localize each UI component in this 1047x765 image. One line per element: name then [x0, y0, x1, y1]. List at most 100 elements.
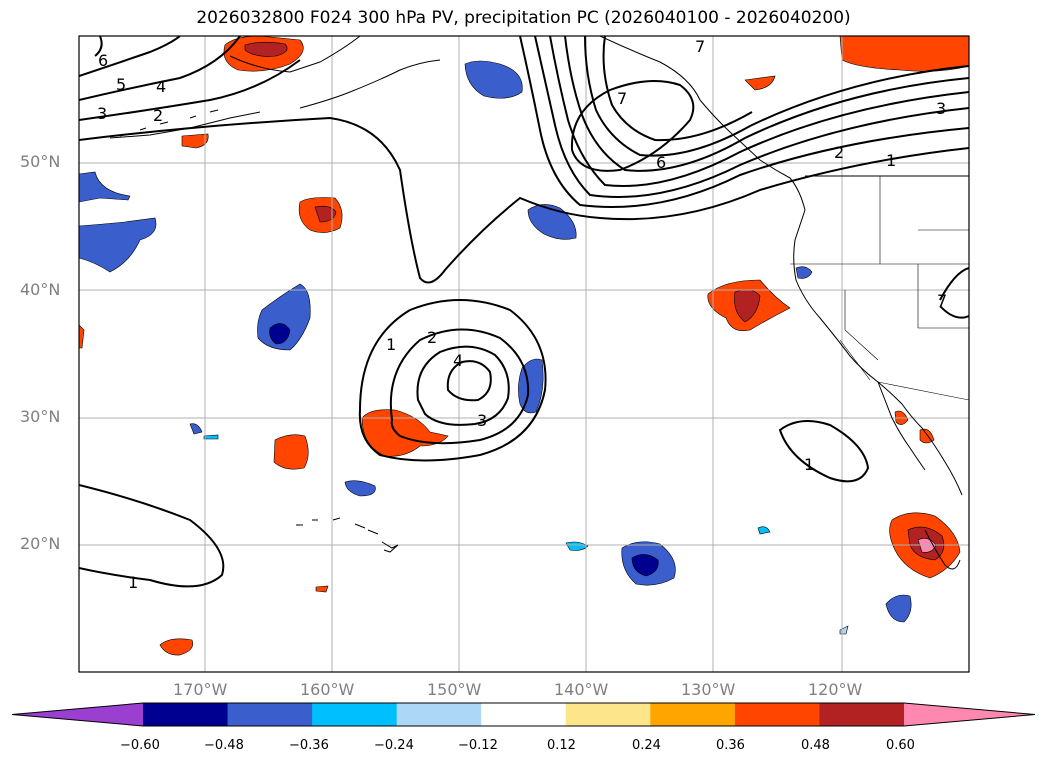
pv-contour: [79, 116, 969, 284]
pv-contour-se: [778, 420, 870, 483]
hawaii-islands: [296, 517, 399, 553]
precip-negative-area: [885, 594, 912, 623]
precip-negative-core: [269, 323, 291, 345]
precip-negative-area: [189, 423, 203, 435]
pv-contour: [519, 36, 969, 208]
lat-label: 30°N: [20, 407, 61, 426]
precip-positive-area: [315, 585, 329, 593]
contour-label: 2: [834, 143, 844, 162]
contour-label: 4: [453, 351, 463, 370]
precip-positive-area: [79, 324, 85, 349]
baja-coastline: [877, 381, 926, 471]
pv-contour-low-4: [446, 360, 492, 402]
lon-label: 120°W: [808, 680, 863, 699]
pv-contour-ridge: [570, 80, 695, 172]
precip-negative-core: [631, 554, 659, 577]
colorbar-tick-label: −0.24: [374, 738, 414, 753]
precip-negative-area: [203, 434, 219, 440]
colorbar: [11, 702, 1036, 727]
contour-label: 5: [116, 75, 126, 94]
map-panel: 6 5 4 3 2 7 7 6 3 2 1 7 1 2 4 3 1 1: [79, 36, 969, 672]
contour-label: 2: [427, 328, 437, 347]
colorbar-segment: [312, 703, 398, 726]
precip-positive-area: [159, 638, 194, 656]
colorbar-outline: [11, 702, 1036, 727]
pv-contour: [79, 36, 241, 101]
colorbar-tick-label: −0.48: [204, 738, 244, 753]
pv-contour: [564, 36, 969, 172]
pv-contour-sw: [79, 484, 225, 588]
pv-contour-low-1: [358, 299, 547, 462]
pv-contour-low-3: [416, 345, 510, 426]
precip-negative-area: [464, 60, 523, 99]
contour-label: 3: [97, 104, 107, 123]
contour-label: 4: [156, 77, 166, 96]
precipitation-anomaly-fields: [79, 36, 969, 656]
lon-label: 130°W: [681, 680, 736, 699]
colorbar-segment: [565, 703, 651, 726]
colorbar-extend-high: [904, 703, 1035, 726]
pv-contour-low-2: [389, 328, 530, 445]
coastlines: [109, 36, 969, 570]
us-west-coastline: [793, 209, 963, 496]
colorbar-segment: [650, 703, 736, 726]
colorbar-tick-label: −0.60: [120, 738, 160, 753]
colorbar-tick-label: 0.24: [632, 738, 661, 753]
contour-label: 1: [804, 455, 814, 474]
pv-contour: [94, 36, 103, 57]
colorbar-tick-label: −0.12: [458, 738, 498, 753]
pv-contour: [549, 36, 969, 188]
pv-contour: [79, 36, 181, 77]
colorbar-extend-low: [12, 703, 143, 726]
colorbar-tick-label: 0.12: [547, 738, 576, 753]
lat-label: 50°N: [20, 152, 61, 171]
mexico-coastline: [924, 529, 961, 570]
colorbar-segment: [143, 703, 229, 726]
colorbar-tick-label: 0.48: [801, 738, 830, 753]
lat-label: 40°N: [20, 280, 61, 299]
colorbar-segment: [396, 703, 482, 726]
pv-contour: [534, 36, 969, 198]
lon-label: 140°W: [554, 680, 609, 699]
pv-contour: [602, 36, 753, 142]
pv-contour: [79, 59, 301, 121]
precip-negative-area: [79, 171, 131, 203]
precip-negative-area: [79, 217, 157, 273]
lat-label: 20°N: [20, 534, 61, 553]
precip-negative-area: [344, 480, 376, 497]
colorbar-segment: [734, 703, 820, 726]
contour-label: 7: [937, 291, 947, 310]
canada-coastline: [599, 36, 806, 211]
map-gridlines: [79, 36, 969, 672]
map-frame: [78, 35, 970, 673]
colorbar-segment: [819, 703, 905, 726]
lon-label: 160°W: [300, 680, 355, 699]
contour-label: 3: [477, 411, 487, 430]
colorbar-tick-label: −0.36: [289, 738, 329, 753]
contour-label: 2: [153, 106, 163, 125]
colorbar-tick-label: 0.36: [716, 738, 745, 753]
lon-label: 170°W: [173, 680, 228, 699]
contour-label: 1: [386, 335, 396, 354]
colorbar-segment: [481, 703, 567, 726]
precip-positive-core: [314, 205, 337, 223]
contour-label: 1: [128, 573, 138, 592]
contour-label: 6: [656, 153, 666, 172]
precip-positive-area: [273, 434, 309, 470]
colorbar-tick-label: 0.60: [886, 738, 915, 753]
colorbar-segment: [227, 703, 313, 726]
pv-contour-east: [939, 267, 969, 319]
contour-labels: 6 5 4 3 2 7 7 6 3 2 1 7 1 2 4 3 1 1: [97, 37, 947, 592]
contour-label: 3: [936, 99, 946, 118]
precip-positive-area: [744, 75, 776, 91]
contour-label: 7: [617, 89, 627, 108]
precip-negative-area: [565, 541, 589, 551]
precip-negative-area: [757, 526, 771, 535]
pv-contours: [79, 36, 969, 588]
lon-label: 150°W: [427, 680, 482, 699]
precip-negative-area: [795, 266, 813, 279]
contour-label: 6: [98, 51, 108, 70]
state-borders: [790, 176, 969, 401]
precip-positive-core: [244, 41, 288, 57]
